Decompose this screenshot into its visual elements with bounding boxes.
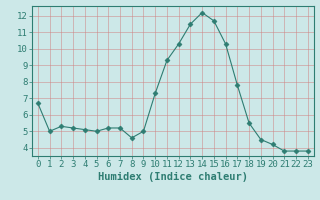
X-axis label: Humidex (Indice chaleur): Humidex (Indice chaleur) [98,172,248,182]
